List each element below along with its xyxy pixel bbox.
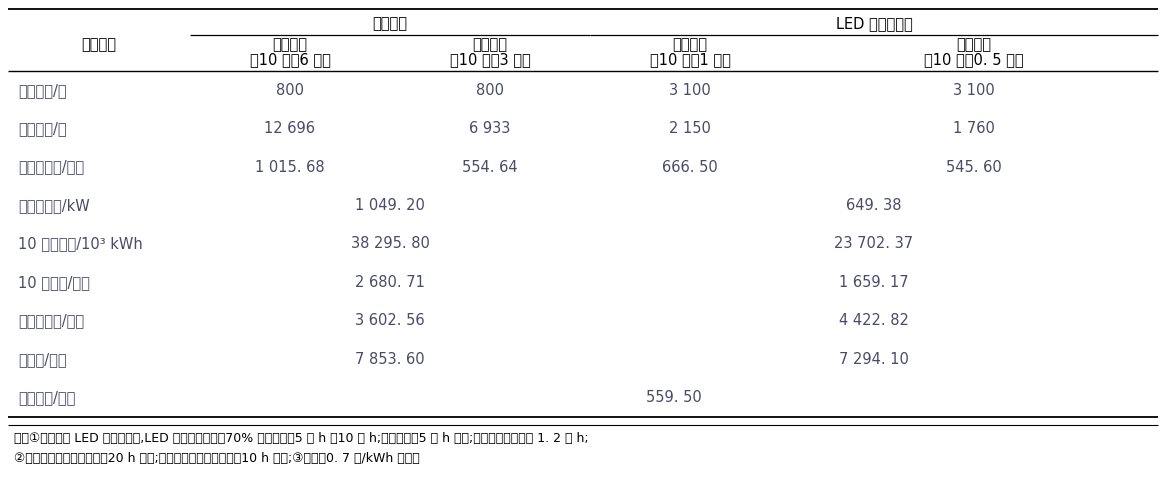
Text: ②基本照明灯具按每天使用20 h 考虑;加强照明灯具按每天使用10 h 考虑;③电费扩0. 7 元/kWh 考虑。: ②基本照明灯具按每天使用20 h 考虑;加强照明灯具按每天使用10 h 考虑;③…	[14, 452, 420, 466]
Text: （10 年换1 次）: （10 年换1 次）	[649, 53, 730, 68]
Text: 节省费用/万元: 节省费用/万元	[17, 390, 76, 405]
Text: 554. 64: 554. 64	[462, 160, 518, 174]
Text: LED 隙道专用灯: LED 隙道专用灯	[836, 16, 912, 31]
Text: 800: 800	[476, 83, 504, 98]
Text: 基本照明: 基本照明	[673, 37, 708, 53]
Text: 545. 60: 545. 60	[946, 160, 1002, 174]
Text: 高压钓灯: 高压钓灯	[372, 16, 407, 31]
Text: （10 年换6 次）: （10 年换6 次）	[250, 53, 330, 68]
Text: 12 696: 12 696	[265, 121, 316, 136]
Text: 666. 50: 666. 50	[662, 160, 718, 174]
Text: 7 853. 60: 7 853. 60	[356, 352, 424, 367]
Text: 10 年电费/万元: 10 年电费/万元	[17, 275, 90, 290]
Text: 总费用/万元: 总费用/万元	[17, 352, 66, 367]
Text: 800: 800	[276, 83, 304, 98]
Text: 灯具购置费/万元: 灯具购置费/万元	[17, 160, 84, 174]
Text: 10 年用电量/10³ kWh: 10 年用电量/10³ kWh	[17, 237, 142, 251]
Text: 加强照明: 加强照明	[956, 37, 991, 53]
Text: 基本照明: 基本照明	[273, 37, 308, 53]
Text: 灯具价格/元: 灯具价格/元	[17, 83, 66, 98]
Text: 1 760: 1 760	[953, 121, 995, 136]
Text: 加强照明: 加强照明	[472, 37, 507, 53]
Text: 1 659. 17: 1 659. 17	[840, 275, 908, 290]
Text: 3 602. 56: 3 602. 56	[356, 314, 424, 329]
Text: 4 422. 82: 4 422. 82	[840, 314, 909, 329]
Text: 559. 50: 559. 50	[646, 390, 702, 405]
Text: 注：①依据现行 LED 灯相关资料,LED 灯光通量衰减至70% 使用寿命为5 万 h 至10 万 h;本次计算扠5 万 h 考虑;高压钓灯使用寿命 1. 2 : 注：①依据现行 LED 灯相关资料,LED 灯光通量衰减至70% 使用寿命为5 …	[14, 432, 589, 445]
Text: 7 294. 10: 7 294. 10	[840, 352, 909, 367]
Text: 6 933: 6 933	[469, 121, 511, 136]
Text: 1 015. 68: 1 015. 68	[255, 160, 325, 174]
Text: 1 049. 20: 1 049. 20	[356, 198, 424, 213]
Text: 总照明功率/kW: 总照明功率/kW	[17, 198, 90, 213]
Text: 初始投资费/万元: 初始投资费/万元	[17, 314, 84, 329]
Text: 23 702. 37: 23 702. 37	[835, 237, 914, 251]
Text: 3 100: 3 100	[669, 83, 711, 98]
Text: （10 年换3 次）: （10 年换3 次）	[450, 53, 531, 68]
Text: 2 150: 2 150	[669, 121, 711, 136]
Text: 对比项目: 对比项目	[82, 37, 117, 53]
Text: 灯具个数/盏: 灯具个数/盏	[17, 121, 66, 136]
Text: 38 295. 80: 38 295. 80	[351, 237, 429, 251]
Text: 2 680. 71: 2 680. 71	[356, 275, 424, 290]
Text: 3 100: 3 100	[953, 83, 995, 98]
Text: 649. 38: 649. 38	[847, 198, 901, 213]
Text: （10 年换0. 5 次）: （10 年换0. 5 次）	[925, 53, 1024, 68]
